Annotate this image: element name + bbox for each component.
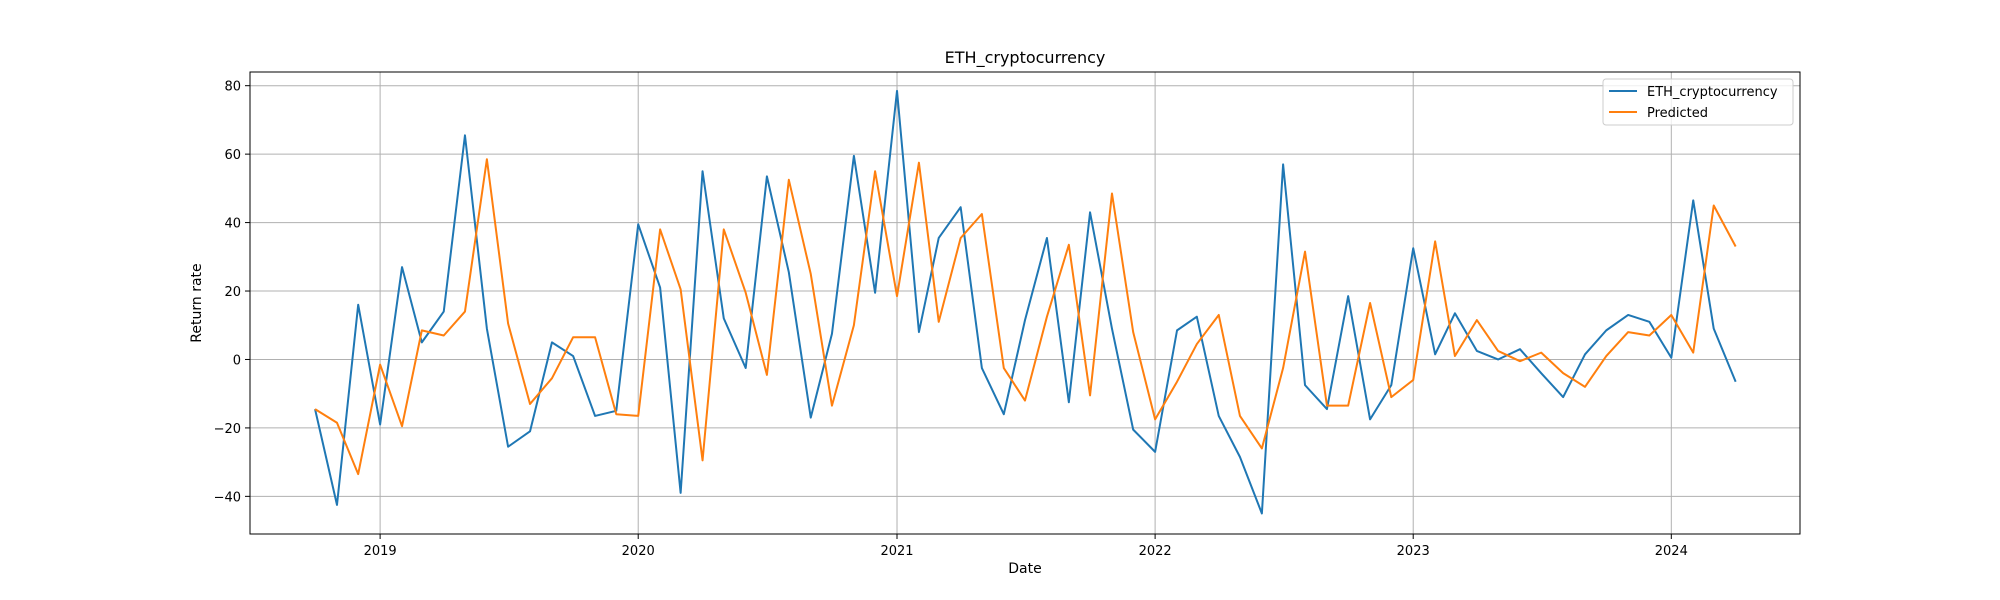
y-tick-label: 80	[224, 80, 241, 95]
grid-lines	[250, 72, 1800, 534]
y-axis-label: Return rate	[189, 263, 205, 342]
x-tick-label: 2019	[364, 544, 397, 559]
y-axis-ticks: −40 −20 0 20 40 60 80	[214, 80, 250, 505]
legend-label-eth-cryptocurrency: ETH_cryptocurrency	[1647, 85, 1778, 100]
y-tick-label: 0	[233, 353, 241, 368]
series-line-predicted	[314, 158, 1737, 476]
plot-area-frame	[249, 71, 1801, 535]
legend: ETH_cryptocurrency Predicted	[1602, 78, 1794, 126]
legend-box	[1602, 78, 1794, 126]
x-axis-ticks: 2019 2020 2021 2022 2023 2024	[364, 534, 1688, 559]
y-tick-label: −20	[214, 422, 241, 437]
chart-title: ETH_cryptocurrency	[945, 48, 1106, 68]
x-tick-label: 2021	[880, 544, 913, 559]
y-tick-label: 60	[224, 148, 241, 163]
series-line-eth-cryptocurrency	[314, 89, 1737, 515]
x-tick-label: 2023	[1397, 544, 1430, 559]
x-axis-label: Date	[1008, 561, 1041, 577]
x-tick-label: 2020	[622, 544, 655, 559]
legend-label-predicted: Predicted	[1647, 106, 1708, 121]
x-tick-label: 2022	[1139, 544, 1172, 559]
series-lines	[314, 89, 1737, 515]
y-tick-label: −40	[214, 490, 241, 505]
y-tick-label: 40	[224, 217, 241, 232]
x-tick-label: 2024	[1655, 544, 1688, 559]
y-tick-label: 20	[224, 285, 241, 300]
